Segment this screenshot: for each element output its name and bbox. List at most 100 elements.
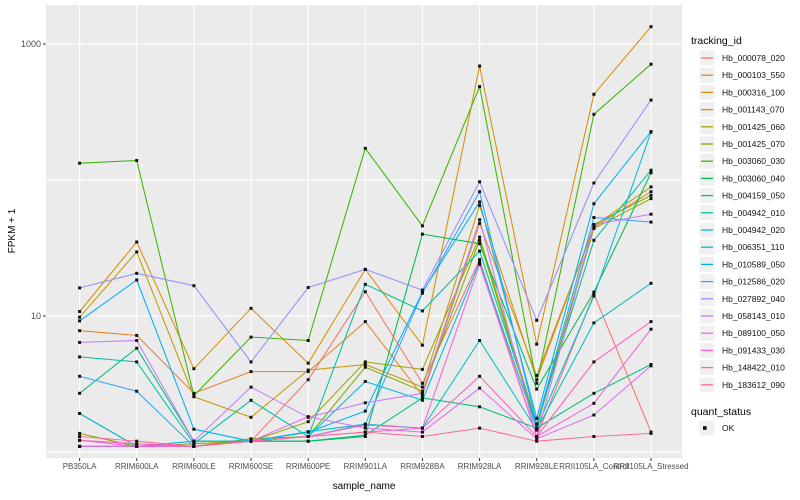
data-point <box>649 220 653 224</box>
legend-item-Hb_001425_060: Hb_001425_060 <box>699 119 785 135</box>
legend-quant-status: OK <box>699 420 735 436</box>
data-point <box>78 412 82 415</box>
data-point <box>192 444 196 448</box>
data-point <box>649 130 653 134</box>
legend-item-label: Hb_089100_050 <box>722 328 785 338</box>
data-point <box>306 435 310 438</box>
data-point <box>649 281 653 285</box>
x-tick-labels: PB350LA RRIM600LA RRIM600LE RRIM600SE RRIM60… <box>63 462 689 471</box>
data-point <box>192 439 196 443</box>
data-point <box>192 367 196 371</box>
data-point <box>420 288 424 292</box>
legend-item-label: Hb_001425_060 <box>722 122 785 132</box>
legend-item-Hb_004942_020: Hb_004942_020 <box>699 222 785 238</box>
data-point <box>306 415 310 419</box>
data-point <box>649 25 653 29</box>
data-point <box>649 190 653 194</box>
legend-item-Hb_003060_030: Hb_003060_030 <box>699 153 785 169</box>
legend-item-Hb_012586_020: Hb_012586_020 <box>699 274 785 290</box>
data-point <box>478 405 482 409</box>
legend-item-label: Hb_058143_010 <box>722 311 785 321</box>
data-point <box>420 426 424 430</box>
data-point <box>478 203 482 207</box>
legend-item-Hb_000103_550: Hb_000103_550 <box>699 67 785 83</box>
legend-item-label: Hb_000316_100 <box>722 87 785 97</box>
data-point <box>192 427 196 431</box>
data-point <box>592 227 596 230</box>
x-tick-label: RRIM600LA <box>115 462 159 471</box>
data-point <box>420 367 424 371</box>
data-point <box>135 389 139 393</box>
data-point <box>535 378 539 382</box>
data-point <box>78 315 82 319</box>
data-point <box>135 159 139 162</box>
data-point <box>478 218 482 222</box>
x-tick-label: RRIM928BA <box>400 462 445 471</box>
legend-item-label: Hb_006351_110 <box>722 242 785 252</box>
legend2-title: quant_status <box>691 406 751 418</box>
data-point <box>592 321 596 325</box>
data-point <box>135 444 139 448</box>
legend-item-label: OK <box>722 423 735 433</box>
data-point <box>420 435 424 438</box>
data-point <box>306 361 310 365</box>
data-point <box>363 409 367 413</box>
data-point <box>363 360 367 364</box>
axis-ticks <box>43 43 652 461</box>
data-point <box>306 339 310 342</box>
data-point <box>192 284 196 288</box>
data-point <box>478 64 482 68</box>
data-point <box>478 262 482 266</box>
legend-item-Hb_089100_050: Hb_089100_050 <box>699 325 785 341</box>
data-point <box>592 292 596 296</box>
data-point <box>535 428 539 432</box>
data-point <box>478 374 482 378</box>
data-point <box>649 364 653 368</box>
data-point <box>592 294 596 298</box>
data-point <box>478 258 482 262</box>
legend-item-Hb_091433_030: Hb_091433_030 <box>699 342 785 358</box>
data-point <box>192 442 196 446</box>
data-point <box>78 435 82 438</box>
legend-item-label: Hb_000103_550 <box>722 70 785 80</box>
legend-point-swatch <box>703 426 707 430</box>
data-point <box>192 394 196 398</box>
legend-item-label: Hb_003060_030 <box>722 156 785 166</box>
legend-item-Hb_001143_070: Hb_001143_070 <box>699 102 785 118</box>
data-point <box>135 360 139 364</box>
data-point <box>649 98 653 102</box>
data-point <box>306 420 310 424</box>
legend-item-Hb_006351_110: Hb_006351_110 <box>699 239 785 255</box>
data-point <box>420 396 424 400</box>
data-point <box>135 333 139 337</box>
data-point <box>78 374 82 378</box>
data-point <box>592 181 596 185</box>
data-point <box>78 286 82 290</box>
data-point <box>478 238 482 242</box>
legend-item-Hb_148422_010: Hb_148422_010 <box>699 360 785 376</box>
data-point <box>135 240 139 244</box>
legend-item-label: Hb_004942_010 <box>722 208 785 218</box>
data-point <box>363 365 367 369</box>
data-point <box>78 355 82 359</box>
data-point <box>78 391 82 395</box>
data-point <box>649 197 653 201</box>
data-point <box>478 339 482 342</box>
data-point <box>535 439 539 443</box>
legend-title: tracking_id <box>691 35 742 47</box>
x-tick-label: RRIM901LA <box>344 462 388 471</box>
data-point <box>592 112 596 116</box>
data-point <box>535 374 539 377</box>
data-point <box>535 381 539 385</box>
data-point <box>478 386 482 390</box>
data-point <box>420 381 424 385</box>
data-point <box>363 380 367 383</box>
data-point <box>592 290 596 294</box>
x-tick-label: RRIM928LA <box>458 462 502 471</box>
data-point <box>478 85 482 89</box>
data-point <box>363 433 367 437</box>
y-axis-title: FPKM + 1 <box>7 208 18 253</box>
data-point <box>535 416 539 420</box>
